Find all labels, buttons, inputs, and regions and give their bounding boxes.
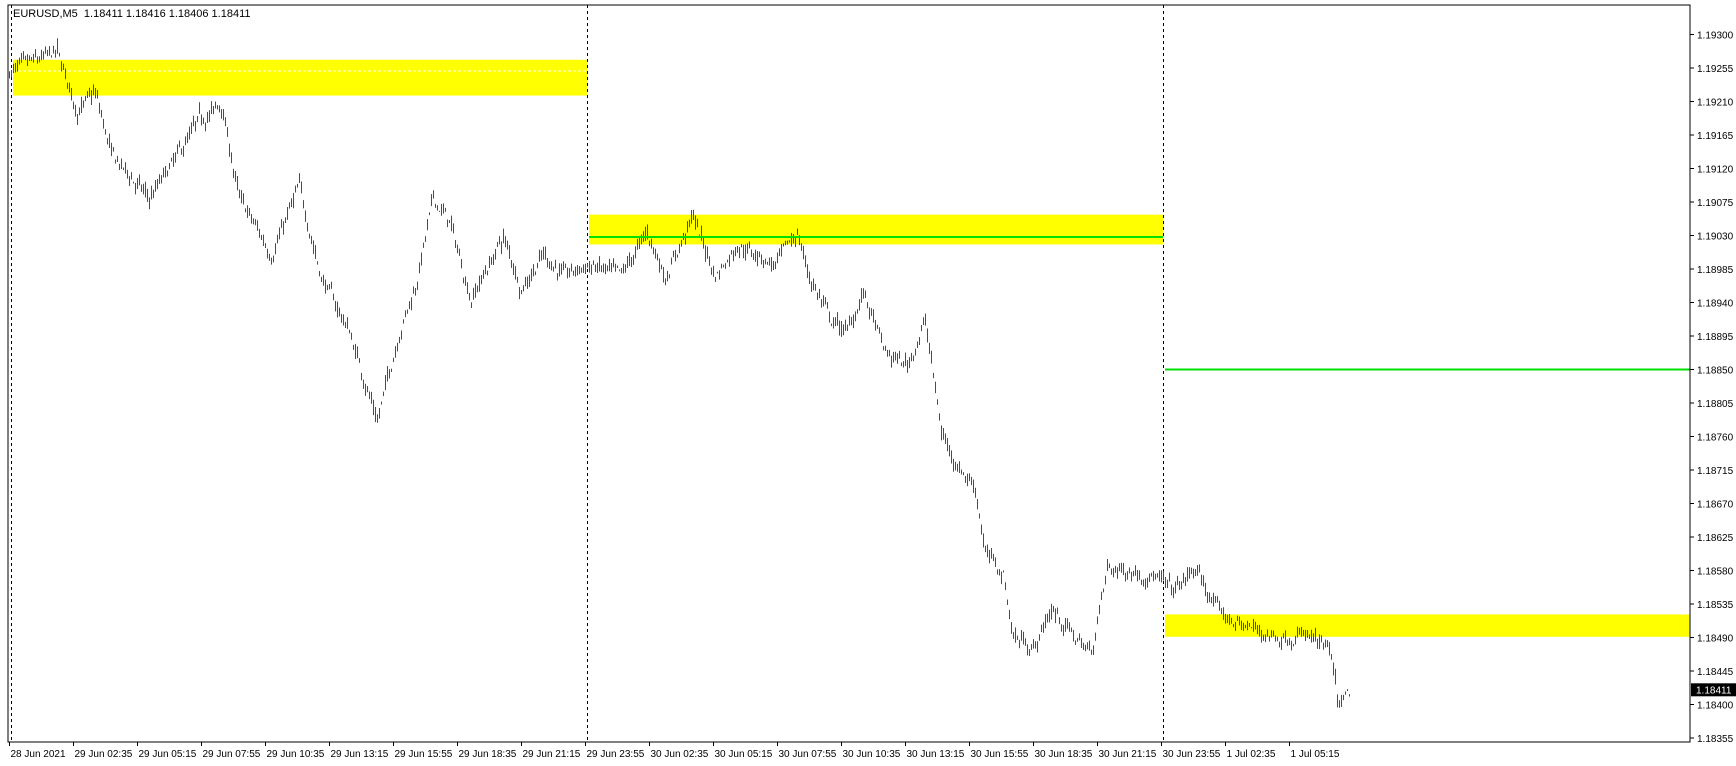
time-tick-label: 30 Jun 05:15	[715, 749, 773, 760]
time-tick-label: 30 Jun 10:35	[843, 749, 901, 760]
price-tick-label: 1.19075	[1697, 198, 1734, 209]
price-tick-label: 1.18355	[1697, 734, 1734, 745]
zones-layer	[13, 59, 1690, 637]
zone-rectangle	[1165, 614, 1690, 637]
time-tick-label: 30 Jun 23:55	[1163, 749, 1221, 760]
price-tick-label: 1.18715	[1697, 466, 1734, 477]
price-tick-label: 1.18535	[1697, 600, 1734, 611]
time-tick-label: 29 Jun 02:35	[75, 749, 133, 760]
zone-rectangle	[589, 214, 1163, 245]
time-axis[interactable]: 28 Jun 2021 29 Jun 02:35 29 Jun 05:15 29 Ju…	[9, 742, 1340, 760]
ohlc-values: 1.18411 1.18416 1.18406 1.18411	[83, 8, 251, 20]
time-tick-label: 29 Jun 21:15	[523, 749, 581, 760]
zone-rectangle	[13, 59, 587, 96]
price-tick-label: 1.18670	[1697, 500, 1734, 511]
price-tick-label: 1.18850	[1697, 366, 1734, 377]
time-tick-label: 30 Jun 02:35	[651, 749, 709, 760]
price-tick-label: 1.18400	[1697, 701, 1734, 712]
price-tick-label: 1.18445	[1697, 667, 1734, 678]
price-tick-label: 1.18985	[1697, 265, 1734, 276]
price-tick-label: 1.18895	[1697, 332, 1734, 343]
current-price-box	[1691, 683, 1736, 697]
time-tick-label: 29 Jun 10:35	[267, 749, 325, 760]
time-tick-label: 29 Jun 05:15	[139, 749, 197, 760]
day-separators	[11, 5, 1164, 742]
price-tick-label: 1.19030	[1697, 232, 1734, 243]
price-tick-label: 1.19255	[1697, 64, 1734, 75]
time-tick-label: 30 Jun 15:55	[971, 749, 1029, 760]
price-tick-label: 1.18580	[1697, 567, 1734, 578]
price-tick-label: 1.19165	[1697, 131, 1734, 142]
price-tick-label: 1.18805	[1697, 399, 1734, 410]
time-tick-label: 29 Jun 13:15	[331, 749, 389, 760]
time-tick-label: 30 Jun 21:15	[1099, 749, 1157, 760]
level-lines	[589, 235, 1690, 371]
price-tick-label: 1.18760	[1697, 433, 1734, 444]
price-tick-label: 1.18490	[1697, 634, 1734, 645]
time-tick-label: 30 Jun 13:15	[907, 749, 965, 760]
chart-title: EURUSD,M5 1.18411 1.18416 1.18406 1.1841…	[13, 8, 251, 20]
time-tick-label: 1 Jul 02:35	[1227, 749, 1276, 760]
price-axis[interactable]: 1.19300 1.19255 1.19210 1.19165 1.19120 1.190…	[1690, 31, 1734, 746]
time-tick-label: 28 Jun 2021	[11, 749, 66, 760]
time-tick-label: 1 Jul 05:15	[1291, 749, 1340, 760]
current-price-text: 1.18411	[1696, 685, 1732, 696]
time-tick-label: 29 Jun 07:55	[203, 749, 261, 760]
time-tick-label: 29 Jun 15:55	[395, 749, 453, 760]
time-tick-label: 29 Jun 18:35	[459, 749, 517, 760]
price-tick-label: 1.18625	[1697, 533, 1734, 544]
current-price-label: 1.18411	[1691, 683, 1736, 697]
plot-frame	[7, 4, 1691, 743]
symbol-timeframe: EURUSD,M5	[13, 8, 78, 20]
time-tick-label: 29 Jun 23:55	[587, 749, 645, 760]
price-bars	[9, 38, 1350, 708]
price-tick-label: 1.19210	[1697, 98, 1734, 109]
price-tick-label: 1.19120	[1697, 165, 1734, 176]
time-tick-label: 30 Jun 07:55	[779, 749, 837, 760]
price-tick-label: 1.18940	[1697, 299, 1734, 310]
time-tick-label: 30 Jun 18:35	[1035, 749, 1093, 760]
price-tick-label: 1.19300	[1697, 31, 1734, 42]
